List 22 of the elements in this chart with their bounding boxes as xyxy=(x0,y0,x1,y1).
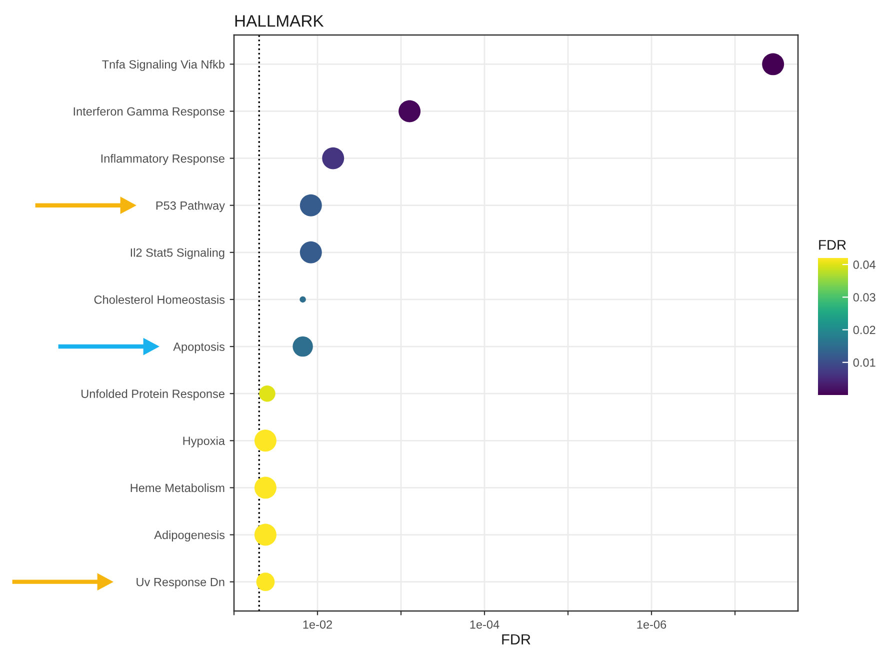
y-tick-label: Apoptosis xyxy=(173,342,225,354)
y-tick-label: Tnfa Signaling Via Nfkb xyxy=(102,60,224,71)
y-tick-label: P53 Pathway xyxy=(156,201,225,212)
y-tick-label: Adipogenesis xyxy=(154,530,225,542)
x-tick-label: 1e-04 xyxy=(470,620,500,629)
y-tick-label: Hypoxia xyxy=(183,436,225,448)
y-tick-label: Inflammatory Response xyxy=(101,154,224,166)
y-tick-label: Heme Metabolism xyxy=(130,483,224,492)
y-tick-label: Uv Response Dn xyxy=(136,578,224,589)
chart-title: HALLMARK xyxy=(235,15,324,27)
color-bar-label: 0.02 xyxy=(853,326,876,334)
x-axis-title: FDR xyxy=(502,634,530,644)
y-tick-label: Il2 Stat5 Signaling xyxy=(130,248,224,260)
color-bar-label: 0.01 xyxy=(853,358,876,367)
color-bar-label: 0.03 xyxy=(853,293,876,302)
color-bar-title: FDR xyxy=(819,240,846,250)
x-tick-label: 1e-06 xyxy=(637,620,666,629)
y-tick-label: Unfolded Protein Response xyxy=(82,389,224,400)
y-tick-label: Cholesterol Homeostasis xyxy=(94,295,225,304)
y-tick-label: Interferon Gamma Response xyxy=(74,106,224,118)
x-tick-label: 1e-02 xyxy=(303,620,332,629)
color-bar-label: 0.04 xyxy=(853,260,876,269)
